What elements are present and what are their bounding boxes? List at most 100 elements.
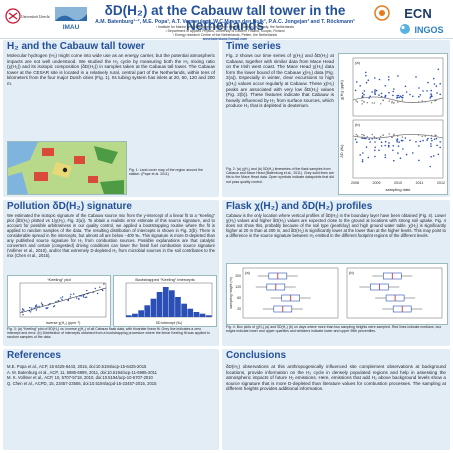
figure-2-point [439,146,441,149]
figure-2-point [401,96,404,99]
panel-flask: Flask χ(H₂) and δD(H₂) profiles Cabauw i… [222,200,450,346]
figure-2-point [430,137,433,140]
figure-2-point [409,93,411,96]
figure-2-point-mace-head [382,134,384,136]
figure-2-point-mace-head [356,101,359,103]
figure-2-point [371,91,373,93]
figure-2-point [361,160,364,163]
figure-2-point-mace-head [363,101,365,103]
figure-3a-point [29,311,32,313]
figure-3b-bar [205,315,212,317]
figure-3a-point [84,296,86,299]
figure-3a-point [67,299,69,302]
figure-2-point [400,139,403,142]
figure-2-point [359,154,361,156]
figure-3b-bar [150,298,157,317]
figure-2-point [415,76,417,78]
figure-2-point [426,90,428,92]
figure-2-point [396,139,398,141]
figure-4-ylabel: sampling height (m) [229,277,233,309]
figure-2-mace-head-fit-b [352,134,444,139]
figure-2-point-mace-head [361,103,363,105]
figure-3a-point [47,307,49,309]
figure-2-point [361,95,364,97]
figure-2-point [387,76,390,78]
figure-2-point [365,74,367,77]
figure-2-point-mace-head [371,133,373,136]
figure-2-point [392,149,394,152]
figure-2-point [429,97,431,99]
figure-3a-point [53,305,56,307]
figure-2-point [374,146,376,149]
figure-3a-title: “Keeling” plot [47,277,71,282]
panel-pollution-text: We estimated the isotopic signature of t… [7,213,215,258]
figure-2-point [402,94,404,97]
figure-2-point-mace-head [366,136,368,138]
figure-2-point [380,145,383,147]
panel-intro-text: Molecular hydrogen (H₂) might come into … [7,53,215,86]
panel-pollution: Pollution δD(H₂) signature We estimated … [3,200,219,346]
figure-2-point [435,137,438,140]
figure-3a-fit-line [19,287,107,314]
figure-2-point [435,85,438,87]
figure-2-point [367,156,370,159]
affiliation-1: ¹ Institute for Marine and Atmospheric R… [156,25,294,29]
figure-2-point [397,145,400,147]
figure-3a-point [92,291,94,294]
figure-2-xtick-label: 2010 [394,181,402,185]
figure-2-point [374,149,376,152]
panel-conclusions-title: Conclusions [226,350,287,361]
figure-2-point-mace-head [424,135,426,137]
figure-2-point [432,77,435,80]
figure-3a-point [41,304,44,306]
poster-title: δD(H₂) at the Cabauw tall tower in the N… [104,3,346,33]
figure-2-point [430,156,432,158]
figure-2-point-mace-head [371,102,373,104]
figure-3b-bar [199,313,206,317]
figure-2-point [384,144,386,147]
figure-1-land-cover-map [7,141,127,195]
figure-2-point [396,140,398,143]
figure-2-point-mace-head [391,102,393,104]
figure-2-point [439,82,441,85]
figure-2-point [439,141,441,143]
imau-logo: IMAU [55,7,87,31]
ingos-logo: INGOS [400,24,444,35]
figure-2-point-mace-head [366,102,368,104]
figure-2-point [431,139,433,142]
figure-4-yticks: 200 120 60 20 [235,274,241,311]
figure-2-point [430,94,433,96]
figure-2-point [399,95,402,97]
figure-2-point [430,143,432,145]
figure-2-xtick-label: 2012 [437,181,445,185]
figure-2-point [422,139,424,142]
figure-2-point [426,139,428,141]
figure-3a-point [78,298,80,300]
figure-3b-bootstrap-histogram: Bootstrapped “Keeling” intercepts δD int… [113,275,217,327]
figure-2-point [374,141,376,143]
figure-2-point [433,83,436,85]
figure-2-point-mace-head [361,99,363,102]
figure-2-point [375,89,378,92]
svg-text:INGOS: INGOS [414,25,443,35]
figure-2-point [439,93,441,96]
figure-2-point [429,165,431,168]
figure-2-point-mace-head [393,102,395,104]
figure-2-point [392,94,394,97]
panel-references-title: References [7,350,61,361]
figure-3a-point [38,305,40,308]
figure-2-point [396,97,398,99]
panel-timeseries-text: Fig. 2 shows our time series of χ(H₂) an… [226,53,334,109]
figure-3b-title: Bootstrapped “Keeling” intercepts [135,277,194,282]
figure-2-point [363,93,365,96]
figure-2-point [397,94,400,97]
figure-3a-xlabel: Inverse χ(H₂) (ppm⁻¹) [46,321,81,325]
figure-2-point-mace-head [401,136,403,138]
figure-2-point [392,90,394,93]
svg-text:IMAU: IMAU [63,24,80,31]
figure-2-xticks: 2008 2009 2010 2011 2012 [351,181,445,185]
figure-2-point [397,75,399,77]
figure-3b-bar [126,315,132,317]
figure-2-point-mace-head [434,100,436,102]
